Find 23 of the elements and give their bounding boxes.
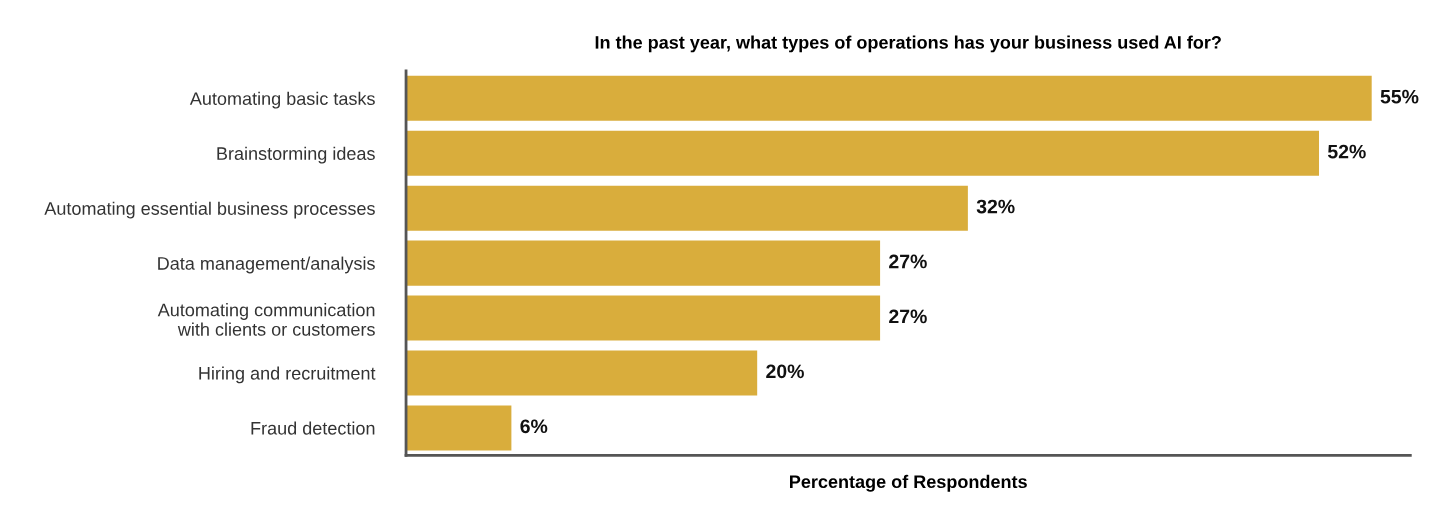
bar [406, 240, 881, 286]
x-axis-title: Percentage of Respondents [790, 474, 1027, 492]
data-label: 32% [976, 199, 1015, 214]
y-tick-label: Fraud detection [251, 421, 375, 435]
data-label: 20% [766, 364, 804, 379]
bar [406, 130, 1320, 176]
y-tick-label: Hiring and recruitment [199, 366, 376, 384]
bar [406, 405, 512, 451]
y-tick-label: Automating communication with clients or customers [157, 303, 375, 336]
bar [406, 75, 1372, 121]
data-label: 6% [520, 419, 548, 434]
y-tick-label: Automating essential business processes [44, 201, 375, 219]
data-label: 27% [889, 254, 927, 269]
chart-title: In the past year, what types of operations has your business used AI for? [595, 35, 1221, 53]
y-tick-label: Brainstorming ideas [217, 146, 375, 164]
y-tick-label: Data management/analysis [158, 256, 375, 274]
bar [406, 295, 881, 341]
data-label: 52% [1327, 144, 1366, 159]
y-tick-label: Automating basic tasks [189, 91, 375, 109]
data-label: 27% [889, 309, 927, 324]
bar [406, 350, 758, 396]
data-label: 55% [1380, 89, 1419, 104]
bar [406, 185, 968, 231]
